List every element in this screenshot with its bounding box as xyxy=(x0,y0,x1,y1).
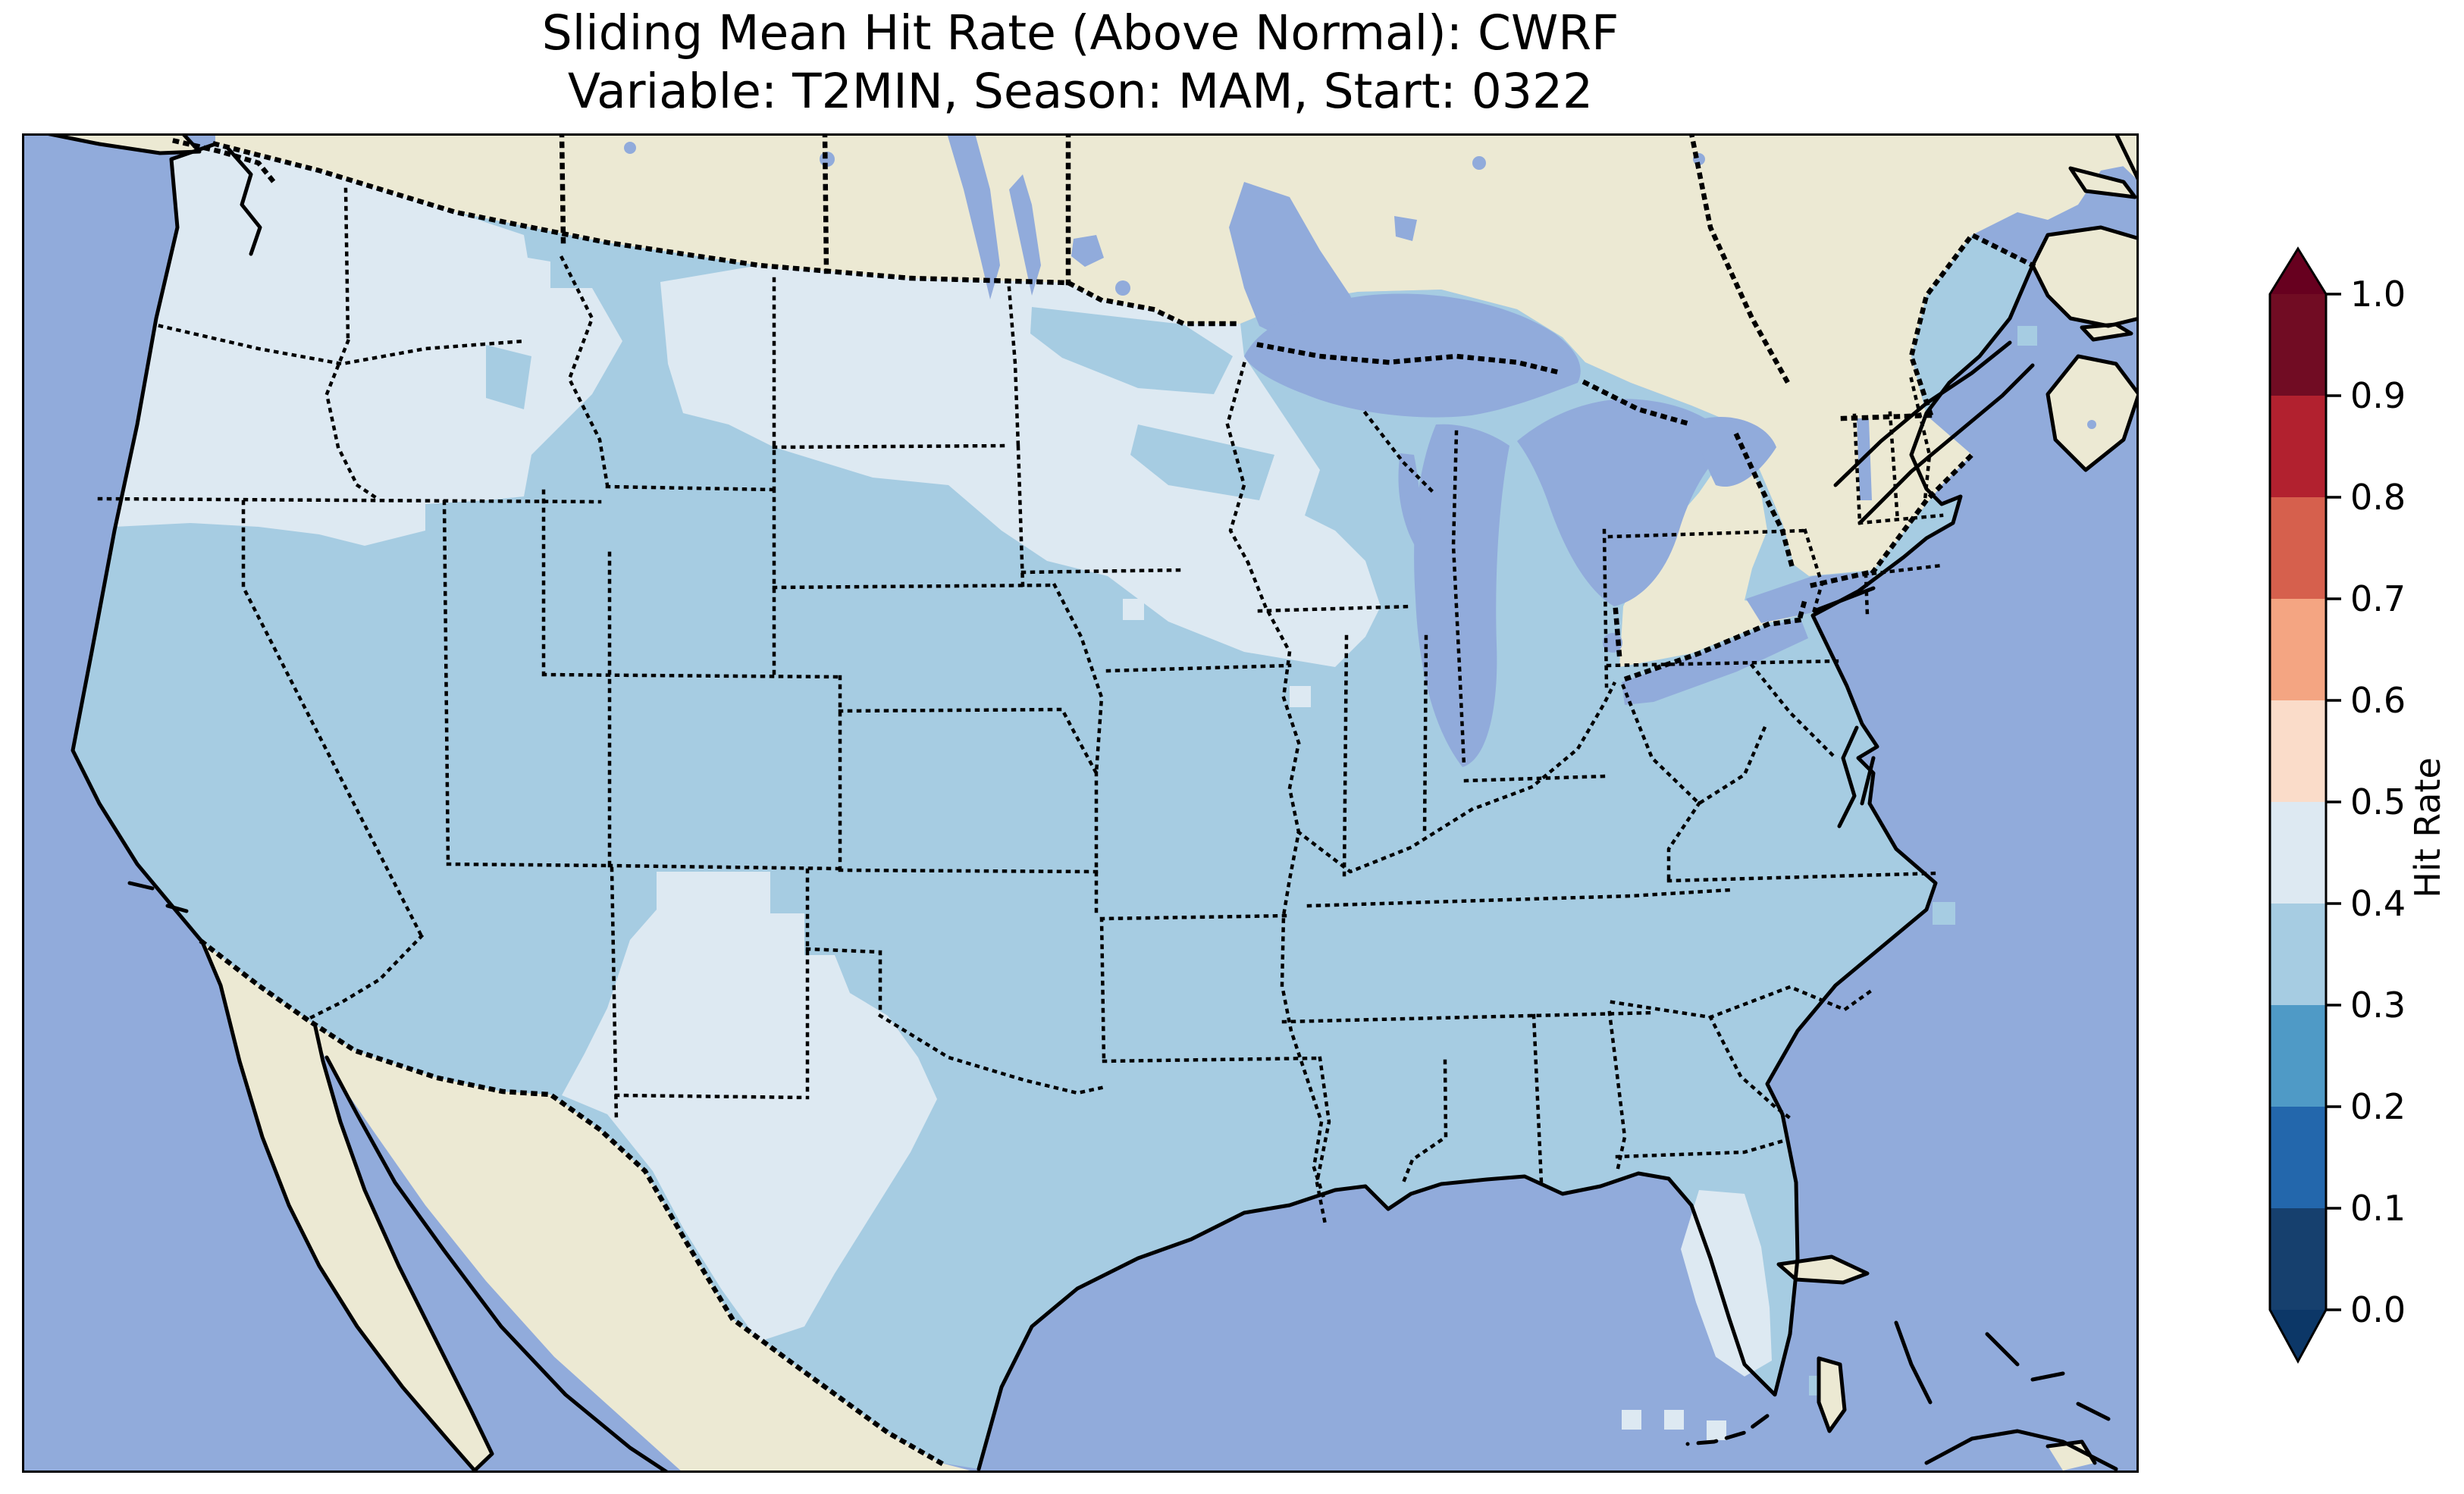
colorbar: 1.0 0.9 0.8 0.7 0.6 0.5 0.4 0.3 0.2 0.1 … xyxy=(2237,227,2464,1410)
florida-keys xyxy=(1685,1414,1770,1446)
bahamas-coast-3 xyxy=(1894,1320,1933,1405)
mexico-west-coast xyxy=(324,1055,668,1471)
map-axes xyxy=(22,133,2139,1473)
anticosti-coast xyxy=(2068,166,2136,199)
cuba-islet xyxy=(2048,1442,2095,1471)
tick-label: 0.6 xyxy=(2350,680,2406,721)
cuba-coast xyxy=(1924,1429,2118,1471)
vancouver-island-tip xyxy=(58,136,199,153)
colorbar-segment xyxy=(2270,1107,2326,1208)
pei-coast xyxy=(2080,322,2133,342)
medium-patches xyxy=(486,307,1274,500)
baja-coast xyxy=(200,940,494,1471)
country-borders xyxy=(172,136,2036,1467)
newfoundland-coast xyxy=(2114,136,2136,180)
tick-label: 0.4 xyxy=(2350,883,2406,924)
tick-label: 0.0 xyxy=(2350,1289,2406,1330)
gulf-atlantic-coast xyxy=(977,263,2035,1471)
tick-label: 0.3 xyxy=(2350,985,2406,1026)
delaware-bay xyxy=(1860,756,1876,806)
tick-label: 0.5 xyxy=(2350,781,2406,822)
tick-label: 0.1 xyxy=(2350,1188,2406,1229)
lake-manitoba xyxy=(1009,174,1041,296)
mexico-mainland xyxy=(307,1019,970,1471)
land-masses xyxy=(58,136,2136,1471)
pacific-coast xyxy=(71,142,218,944)
figure-title-line1: Sliding Mean Hit Rate (Above Normal): CW… xyxy=(541,5,1619,61)
pale-west-texas xyxy=(562,872,937,1342)
lakes xyxy=(624,136,2096,767)
colorbar-segment xyxy=(2270,1005,2326,1107)
colorbar-segment xyxy=(2270,904,2326,1005)
pale-pacific-northwest xyxy=(114,144,622,546)
colorbar-segment xyxy=(2270,599,2326,700)
lake-michigan xyxy=(1414,424,1509,767)
tick-label: 0.9 xyxy=(2350,375,2406,416)
channel-islands xyxy=(127,881,189,913)
colorbar-segment xyxy=(2270,1208,2326,1310)
colorbar-segment xyxy=(2270,396,2326,497)
colorbar-segment xyxy=(2270,802,2326,904)
tick-label: 0.8 xyxy=(2350,477,2406,518)
us-canada-border-east xyxy=(1840,232,2036,575)
figure-title-line2: Variable: T2MIN, Season: MAM, Start: 032… xyxy=(567,63,1594,119)
bahamas-coast-4 xyxy=(1985,1332,2111,1421)
colorbar-over-arrow xyxy=(2270,249,2326,294)
canada xyxy=(215,136,2136,576)
canada-lake-small-2 xyxy=(1394,216,1417,241)
georgian-bay xyxy=(1693,417,1776,487)
lake-winnipeg xyxy=(947,136,1000,299)
chesapeake-bay xyxy=(1837,725,1859,828)
nova-scotia-coast xyxy=(2045,354,2136,472)
canada-lake-small-1 xyxy=(1071,235,1104,267)
lake-erie xyxy=(1622,619,1808,705)
us-hit-rate-map xyxy=(24,136,2136,1471)
long-island xyxy=(1812,586,1876,613)
new-brunswick xyxy=(2033,227,2136,326)
new-brunswick-coast xyxy=(2030,225,2136,328)
nova-scotia xyxy=(2048,356,2136,470)
tick-label: 0.2 xyxy=(2350,1086,2406,1127)
puget-sound xyxy=(226,146,262,256)
tick-label: 1.0 xyxy=(2350,274,2406,315)
bahamas-andros xyxy=(1819,1358,1845,1431)
colorbar-svg: 1.0 0.9 0.8 0.7 0.6 0.5 0.4 0.3 0.2 0.1 … xyxy=(2268,246,2448,1364)
colorbar-axis-label: Hit Rate xyxy=(2407,757,2448,898)
bahamas-coast-1 xyxy=(1776,1254,1870,1285)
lake-ontario xyxy=(1746,572,1878,623)
tick-label: 0.7 xyxy=(2350,578,2406,619)
lake-superior xyxy=(1244,293,1581,418)
figure-title: Sliding Mean Hit Rate (Above Normal): CW… xyxy=(22,5,2139,121)
colorbar-tick-labels: 1.0 0.9 0.8 0.7 0.6 0.5 0.4 0.3 0.2 0.1 … xyxy=(2350,274,2406,1330)
green-bay xyxy=(1398,453,1421,552)
state-borders xyxy=(97,187,1944,1230)
us-canada-border-lakes xyxy=(1256,342,1876,682)
us-canada-border xyxy=(172,138,1243,327)
colorbar-segment xyxy=(2270,497,2326,599)
bahamas-coast-2 xyxy=(1817,1356,1847,1433)
colorbar-segment xyxy=(2270,294,2326,396)
colorbar-ticks xyxy=(2326,293,2341,1311)
colorbar-under-arrow xyxy=(2270,1310,2326,1361)
baja-california xyxy=(202,942,492,1471)
canada-province-borders xyxy=(559,136,1794,390)
us-mexico-border xyxy=(199,938,945,1467)
lake-huron xyxy=(1517,399,1732,606)
colorbar-segment xyxy=(2270,700,2326,802)
